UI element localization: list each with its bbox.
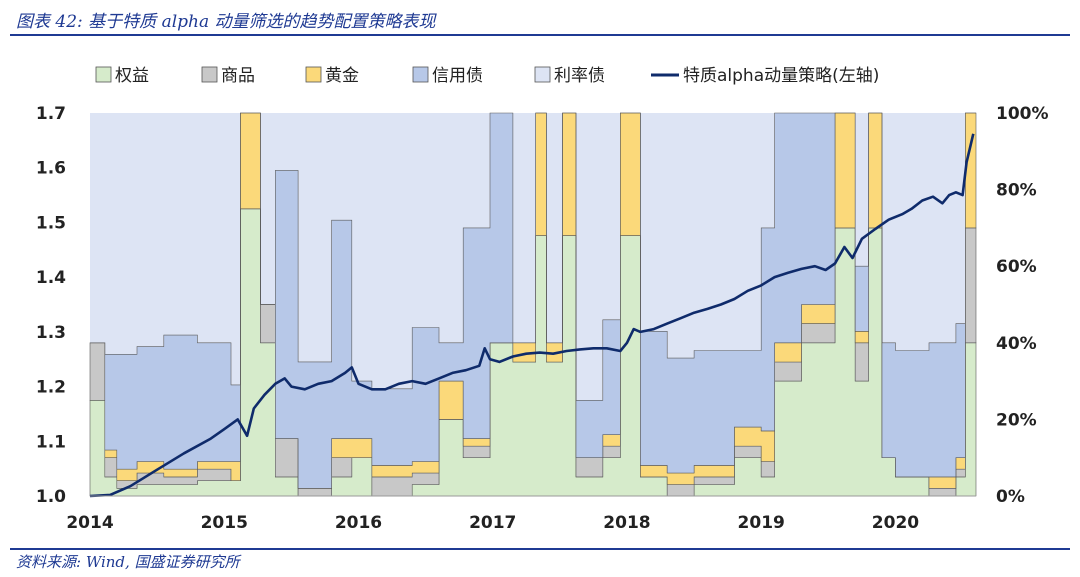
strategy-line (89, 133, 975, 498)
x-tick-label: 2016 (335, 513, 382, 533)
y-right-tick-label: 100% (996, 104, 1049, 124)
chart-legend: 权益 商品 黄金 信用债 利率债 特质alpha动量策略(左轴) (95, 66, 879, 86)
y-left-tick-label: 1.0 (36, 487, 66, 507)
y-right-tick-label: 80% (996, 181, 1037, 201)
y-left-tick-label: 1.7 (36, 104, 66, 124)
y-right-tick-label: 60% (996, 257, 1037, 277)
y-left-tick-label: 1.5 (36, 213, 66, 233)
y-left-tick-label: 1.1 (36, 432, 66, 452)
source-rule (10, 548, 1070, 550)
x-tick-label: 2015 (201, 513, 248, 533)
x-tick-label: 2014 (66, 513, 113, 533)
legend-label: 信用债 (432, 66, 483, 86)
legend-swatch (412, 66, 429, 83)
legend-swatch (201, 66, 218, 83)
legend-swatch (534, 66, 551, 83)
x-tick-label: 2020 (872, 513, 919, 533)
y-left-tick-label: 1.3 (36, 323, 66, 343)
chart-svg: 权益 商品 黄金 信用债 利率债 特质alpha动量策略(左轴) 1.0 1.1 1.2 1.3… (36, 66, 1049, 533)
x-tick-label: 2017 (469, 513, 516, 533)
legend-swatch (95, 66, 112, 83)
x-tick-label: 2019 (738, 513, 785, 533)
y-left-tick-label: 1.2 (36, 378, 66, 398)
legend-label: 利率债 (554, 66, 605, 86)
y-left-tick-label: 1.6 (36, 159, 66, 179)
plot-area (89, 112, 977, 498)
chart-title: 图表 42: 基于特质 alpha 动量筛选的趋势配置策略表现 (16, 12, 436, 32)
y-right-tick-label: 40% (996, 334, 1037, 354)
legend-label: 黄金 (325, 66, 359, 86)
y-right-tick-label: 0% (996, 487, 1025, 507)
legend-swatch (305, 66, 322, 83)
source-note: 资料来源: Wind, 国盛证券研究所 (16, 553, 240, 571)
title-rule (10, 34, 1070, 36)
y-left-tick-label: 1.4 (36, 268, 66, 288)
y-right-tick-label: 20% (996, 410, 1037, 430)
chart-axes: 1.0 1.1 1.2 1.3 1.4 1.5 1.6 1.7 0% 20% 40% 60% 80% 10… (36, 104, 1049, 533)
legend-label: 特质alpha动量策略(左轴) (683, 66, 879, 86)
legend-label: 权益 (115, 66, 149, 86)
x-tick-label: 2018 (603, 513, 650, 533)
legend-label: 商品 (221, 66, 255, 86)
